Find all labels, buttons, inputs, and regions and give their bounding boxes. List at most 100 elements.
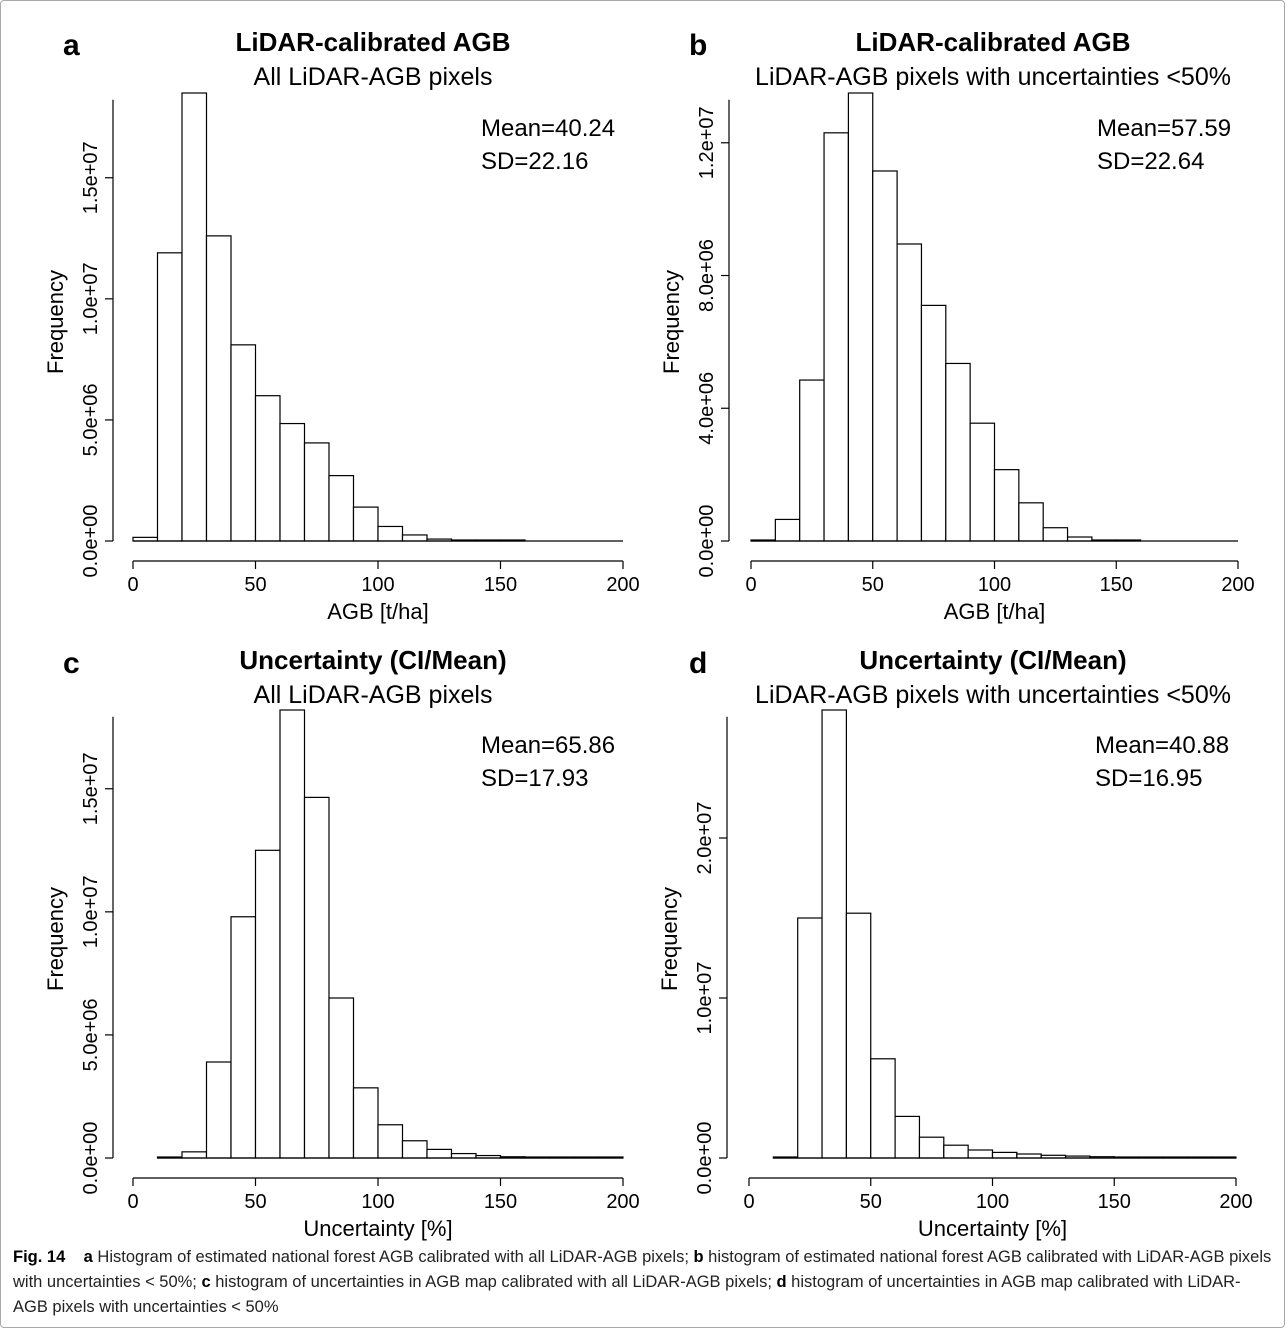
histogram-bar-d-1 [797, 917, 823, 1159]
y-tick-label-c-1: 5.0e+06 [80, 998, 102, 1071]
x-tick-label-b-4: 200 [1221, 574, 1254, 596]
y-tick-label-a-0: 0.0e+00 [80, 505, 102, 578]
y-axis-label-b: Frequency [659, 270, 684, 374]
panel-letter-c: c [63, 647, 80, 680]
chart-subtitle-b: LiDAR-AGB pixels with uncertainties <50% [755, 63, 1231, 91]
histogram-bar-a-5 [254, 395, 281, 542]
stat-a-0: Mean=40.24 [481, 115, 615, 142]
histogram-bar-a-9 [352, 506, 379, 542]
histogram-bar-a-4 [230, 344, 257, 542]
stat-a-1: SD=22.16 [481, 148, 588, 175]
histogram-bar-d-8 [967, 1149, 994, 1159]
y-tick-label-b-3: 1.2e+07 [696, 106, 718, 179]
y-tick-label-a-1: 5.0e+06 [80, 383, 102, 456]
histogram-bar-a-3 [205, 235, 232, 542]
x-tick-label-b-1: 50 [862, 574, 884, 596]
histogram-bar-d-9 [991, 1151, 1018, 1159]
histogram-bar-b-5 [872, 170, 898, 542]
histogram-bar-c-9 [377, 1124, 404, 1159]
y-tick-label-b-1: 4.0e+06 [696, 372, 718, 445]
histogram-bar-c-6 [303, 796, 330, 1159]
x-tick-label-a-4: 200 [606, 574, 639, 596]
x-axis-label-a: AGB [t/ha] [327, 599, 429, 624]
histogram-bar-b-11 [1018, 502, 1044, 542]
y-axis-label-c: Frequency [43, 887, 68, 991]
histogram-bar-b-8 [945, 362, 971, 542]
histogram-bar-a-7 [303, 442, 330, 542]
chart-title-b: LiDAR-calibrated AGB [856, 27, 1131, 57]
stat-b-1: SD=22.64 [1097, 148, 1204, 175]
histogram-bar-b-4 [847, 92, 874, 542]
y-tick-label-c-2: 1.0e+07 [80, 875, 102, 948]
stat-d-1: SD=16.95 [1095, 765, 1202, 792]
histogram-bar-d-3 [845, 912, 872, 1159]
histogram-bar-c-10 [401, 1140, 428, 1159]
x-tick-label-a-0: 0 [127, 574, 138, 596]
histogram-bar-a-11 [401, 534, 428, 542]
histogram-bar-b-10 [993, 469, 1020, 542]
chart-subtitle-a: All LiDAR-AGB pixels [254, 63, 493, 91]
x-tick-label-c-4: 200 [606, 1191, 639, 1213]
histogram-bar-a-1 [156, 252, 183, 542]
y-axis-label-a: Frequency [43, 270, 68, 374]
x-axis-label-b: AGB [t/ha] [944, 599, 1046, 624]
histogram-bar-c-4 [254, 849, 281, 1159]
y-tick-label-d-2: 2.0e+07 [694, 802, 716, 875]
caption-letter-a: a [83, 1248, 93, 1266]
y-tick-label-c-3: 1.5e+07 [80, 752, 102, 825]
histogram-bar-c-12 [450, 1152, 477, 1159]
histogram-bar-c-3 [230, 916, 257, 1159]
histogram-bar-c-7 [328, 997, 355, 1159]
caption-text-a: Histogram of estimated national forest A… [92, 1248, 694, 1266]
histogram-bar-b-7 [920, 304, 947, 542]
histogram-bar-a-8 [328, 475, 355, 542]
x-tick-label-d-3: 150 [1098, 1191, 1131, 1213]
x-tick-label-a-1: 50 [244, 574, 266, 596]
histogram-bar-c-2 [205, 1061, 232, 1159]
chart-subtitle-d: LiDAR-AGB pixels with uncertainties <50% [755, 681, 1231, 709]
histogram-bar-d-6 [918, 1136, 945, 1159]
stat-c-1: SD=17.93 [481, 765, 588, 792]
stat-b-0: Mean=57.59 [1097, 115, 1231, 142]
stat-c-0: Mean=65.86 [481, 732, 615, 759]
x-tick-label-c-1: 50 [244, 1191, 266, 1213]
y-axis-label-d: Frequency [657, 887, 682, 991]
panel-letter-a: a [63, 29, 80, 62]
x-tick-label-d-4: 200 [1219, 1191, 1252, 1213]
caption-letter-c: c [201, 1273, 211, 1291]
x-tick-label-c-2: 100 [361, 1191, 394, 1213]
histogram-bar-b-1 [774, 518, 801, 542]
x-tick-label-b-0: 0 [745, 574, 756, 596]
y-tick-label-d-0: 0.0e+00 [694, 1122, 716, 1195]
x-tick-label-a-2: 100 [361, 574, 394, 596]
x-tick-label-d-1: 50 [860, 1191, 882, 1213]
stat-d-0: Mean=40.88 [1095, 732, 1229, 759]
x-tick-label-b-3: 150 [1100, 574, 1133, 596]
histogram-bar-a-6 [279, 422, 306, 542]
histogram-bar-c-1 [181, 1151, 208, 1159]
y-tick-label-a-3: 1.5e+07 [80, 141, 102, 214]
chart-subtitle-c: All LiDAR-AGB pixels [254, 681, 493, 709]
x-axis-label-c: Uncertainty [%] [303, 1216, 452, 1241]
panel-letter-d: d [689, 647, 707, 680]
y-tick-label-b-2: 8.0e+06 [696, 239, 718, 312]
x-tick-label-d-0: 0 [743, 1191, 754, 1213]
caption-letter-d: d [776, 1273, 787, 1291]
histogram-panels: a LiDAR-calibrated AGB All LiDAR-AGB pixel… [43, 27, 1255, 1241]
caption-space [70, 1248, 79, 1266]
chart-title-c: Uncertainty (CI/Mean) [239, 645, 506, 675]
x-tick-label-b-2: 100 [978, 574, 1011, 596]
histogram-bar-c-11 [426, 1148, 453, 1159]
figure-caption: Fig. 14 a Histogram of estimated nationa… [13, 1245, 1275, 1320]
x-tick-label-c-0: 0 [127, 1191, 138, 1213]
x-tick-label-c-3: 150 [484, 1191, 517, 1213]
caption-text-c: histogram of uncertainties in AGB map ca… [210, 1273, 777, 1291]
histogram-bar-d-4 [870, 1058, 896, 1159]
y-tick-label-a-2: 1.0e+07 [80, 262, 102, 335]
caption-letter-b: b [693, 1248, 704, 1266]
y-tick-label-c-0: 0.0e+00 [80, 1122, 102, 1195]
x-tick-label-d-2: 100 [976, 1191, 1009, 1213]
histogram-bar-a-10 [377, 525, 404, 542]
caption-text-d: histogram of uncertainties in AGB map ca… [13, 1273, 1241, 1316]
histogram-bar-c-5 [279, 709, 306, 1159]
